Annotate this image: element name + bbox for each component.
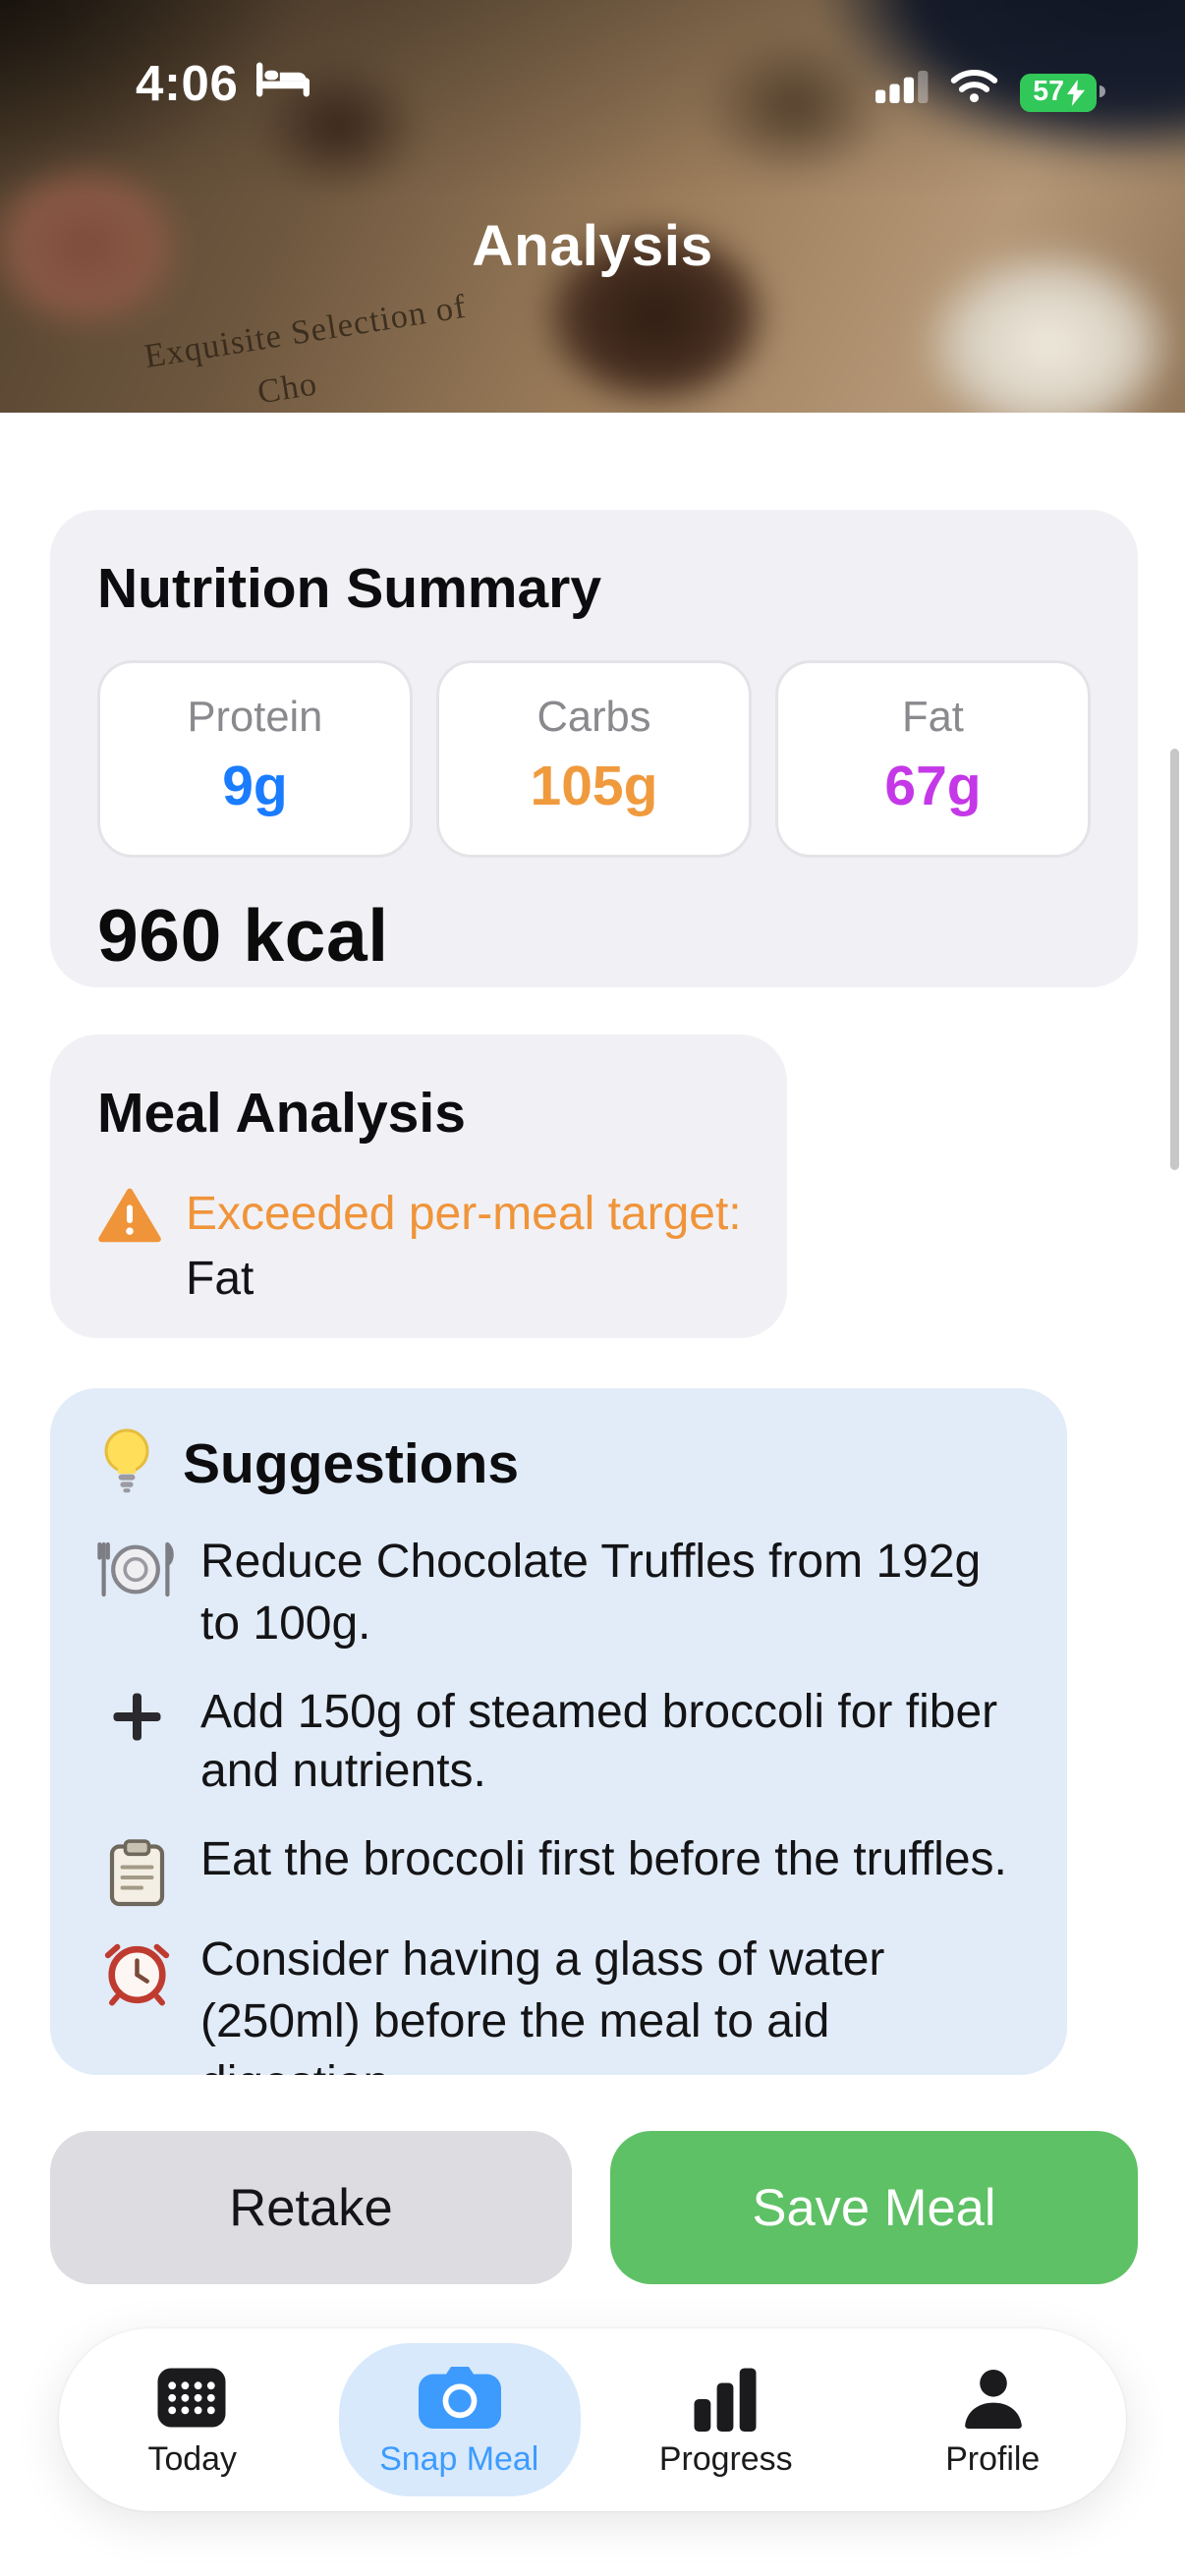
nutrition-summary-card: Nutrition Summary Protein 9g Carbs 105g … bbox=[50, 510, 1138, 987]
macro-label: Fat bbox=[902, 696, 964, 743]
status-bar-left: 4:06 bbox=[136, 56, 310, 115]
macro-value: 67g bbox=[884, 757, 982, 819]
page-title: Analysis bbox=[472, 215, 713, 280]
wifi-icon bbox=[950, 65, 1000, 118]
suggestion-text: Eat the broccoli first before the truffl… bbox=[200, 1836, 1007, 1887]
meal-photo-image bbox=[0, 0, 1185, 413]
tab-label: Today bbox=[147, 2441, 237, 2478]
charging-bolt-icon bbox=[1066, 78, 1085, 105]
bar-chart-icon bbox=[694, 2363, 759, 2434]
lightbulb-icon bbox=[97, 1427, 156, 1509]
plus-icon bbox=[97, 1685, 174, 1741]
tab-label: Snap Meal bbox=[379, 2441, 539, 2478]
suggestion-item: Eat the broccoli first before the truffl… bbox=[97, 1834, 1020, 1908]
meal-photo: Exquisite Selection of Cho 4:06 bbox=[0, 0, 1185, 413]
plate-cutlery-icon bbox=[97, 1536, 174, 1597]
suggestion-item: Reduce Chocolate Truffles from 192g to 1… bbox=[97, 1536, 1020, 1658]
save-meal-button[interactable]: Save Meal bbox=[610, 2131, 1138, 2284]
suggestion-text: Reduce Chocolate Truffles from 192g to 1… bbox=[200, 1539, 982, 1651]
suggestions-header: Suggestions bbox=[97, 1427, 1020, 1509]
tab-snap-meal[interactable]: Snap Meal bbox=[326, 2328, 593, 2511]
nutrition-summary-title: Nutrition Summary bbox=[97, 560, 602, 622]
warning-message: Exceeded per-meal target: Fat bbox=[186, 1185, 742, 1313]
bed-icon bbox=[255, 59, 310, 112]
tab-today[interactable]: Today bbox=[59, 2328, 326, 2511]
calendar-icon bbox=[157, 2363, 228, 2434]
tab-label: Profile bbox=[945, 2441, 1041, 2478]
suggestions-title: Suggestions bbox=[183, 1435, 520, 1497]
suggestion-text: Consider having a glass of water (250ml)… bbox=[200, 1936, 885, 2075]
warning-triangle-icon bbox=[97, 1185, 162, 1259]
tab-profile[interactable]: Profile bbox=[860, 2328, 1127, 2511]
warning-row: Exceeded per-meal target: Fat bbox=[97, 1185, 742, 1313]
tab-label: Progress bbox=[658, 2441, 793, 2478]
warning-detail: Fat bbox=[186, 1254, 254, 1305]
cellular-signal-icon bbox=[875, 65, 930, 118]
warning-text: Exceeded per-meal target: bbox=[186, 1191, 742, 1241]
retake-button[interactable]: Retake bbox=[50, 2131, 572, 2284]
meal-analysis-card: Meal Analysis Exceeded per-meal target: … bbox=[50, 1035, 787, 1338]
action-buttons: Retake Save Meal bbox=[0, 2131, 1185, 2284]
status-bar-right: 57 bbox=[875, 65, 1105, 118]
macro-value: 9g bbox=[222, 757, 288, 819]
battery-percent: 57 bbox=[1033, 75, 1064, 108]
macro-protein: Protein 9g bbox=[97, 660, 413, 858]
suggestion-item: Add 150g of steamed broccoli for fiber a… bbox=[97, 1685, 1020, 1808]
calories-total: 960 kcal bbox=[97, 896, 389, 979]
macro-label: Protein bbox=[187, 696, 323, 743]
person-icon bbox=[960, 2363, 1025, 2434]
photo-shade-overlay bbox=[0, 0, 1185, 413]
macro-carbs: Carbs 105g bbox=[436, 660, 752, 858]
macro-value: 105g bbox=[530, 757, 658, 819]
macro-label: Carbs bbox=[536, 696, 651, 743]
tab-bar: Today Snap Meal Pr bbox=[59, 2328, 1126, 2511]
tab-progress[interactable]: Progress bbox=[592, 2328, 860, 2511]
clock: 4:06 bbox=[136, 56, 239, 112]
battery-charging-icon: 57 bbox=[1020, 72, 1105, 111]
camera-icon bbox=[415, 2363, 503, 2434]
macro-fat: Fat 67g bbox=[775, 660, 1091, 858]
suggestion-text: Add 150g of steamed broccoli for fiber a… bbox=[200, 1687, 998, 1800]
suggestion-item: Consider having a glass of water (250ml)… bbox=[97, 1934, 1020, 2075]
suggestions-card: Suggestions Reduce Chocolate Truffles fr… bbox=[50, 1388, 1067, 2075]
meal-analysis-title: Meal Analysis bbox=[97, 1085, 466, 1147]
macro-row: Protein 9g Carbs 105g Fat 67g bbox=[97, 660, 1091, 858]
scrollbar[interactable] bbox=[1170, 749, 1179, 1170]
alarm-clock-icon bbox=[97, 1934, 174, 2008]
clipboard-icon bbox=[97, 1834, 174, 1908]
